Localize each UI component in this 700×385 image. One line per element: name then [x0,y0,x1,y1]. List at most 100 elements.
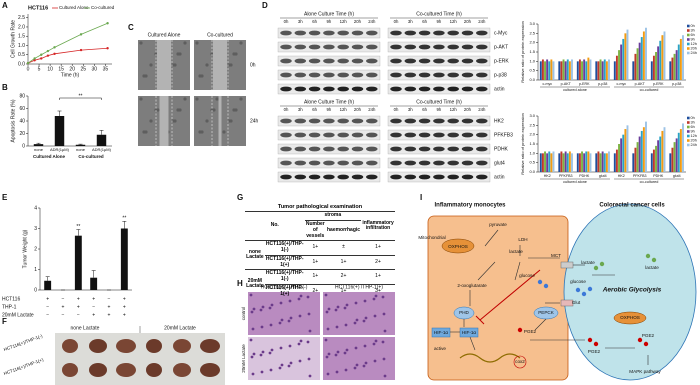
bar [585,61,588,80]
molecule [587,286,593,292]
bar [615,55,618,80]
nucleus [355,318,359,322]
diagram-label: pyruvate [489,222,507,227]
bar [659,40,662,80]
diagram-label: PGE2 [642,333,655,338]
nucleus [327,307,331,311]
nucleus [269,323,273,327]
nucleus [307,357,311,361]
nucleus [279,346,283,350]
bar [620,138,623,172]
error-bar [91,270,96,278]
time-label: 3h [408,107,413,112]
blot-header: Co-cultured Time (h) [416,11,462,17]
point [40,53,43,56]
blot-band [323,160,335,166]
bar [552,61,555,80]
point [79,48,83,52]
blot-band [366,44,378,50]
nucleus [353,366,357,370]
time-label: 20h [464,107,472,112]
legend-label: 0h [691,116,695,120]
diagram-label: PEPCK [538,310,555,315]
legend-label: 20h [691,47,697,51]
condition-sign: + [77,304,80,310]
bar [642,127,645,172]
cell-texture [205,119,209,123]
table-cell: 1+ [304,254,326,270]
blot-band [390,72,402,78]
nucleus [269,368,273,372]
arrow [514,261,521,281]
bar [599,59,602,80]
bar [663,127,666,172]
y-tick-label: 3.0 [529,21,535,26]
y-tick-label: 0.0 [529,169,535,174]
column-label: Co-cultured [207,32,233,38]
bar [571,153,573,172]
bar [90,277,98,290]
nucleus [326,372,330,376]
nucleus [324,338,328,342]
blot-band [418,132,431,138]
blot-band [447,58,460,64]
nucleus [259,353,263,357]
blot-band [308,118,321,124]
blot-band [404,30,417,36]
blot-band [294,118,307,124]
table-cell: HCT116(+)/THP-1(-) [264,269,305,285]
y-tick-label: 1.5 [529,49,535,54]
error-bar [122,221,127,229]
bar [673,53,676,80]
x-tick-label: p-ERK [653,82,664,86]
bar [578,153,581,172]
table-cell: ± [325,240,362,256]
time-label: 20h [464,19,472,24]
nucleus [261,350,265,354]
nucleus [261,305,265,309]
x-tick-label: p-ERK [579,82,590,86]
nucleus [373,359,377,363]
time-label: 6h [422,107,427,112]
tumor-photo [55,333,225,385]
cell-texture [149,119,153,123]
x-tick-label: ADR(1μM) [92,147,112,152]
legend-label: 9h [691,130,695,134]
x-tick-label: 30 [92,66,98,72]
group-label: Co-cultured [78,154,104,159]
bar [583,59,586,80]
y-tick-label: 0.0 [18,61,25,67]
column-label: 20mM Lactate [164,325,196,331]
table-cell: haemorrhagic [325,220,362,241]
mct-transporter [560,261,574,269]
blot-band [308,30,321,36]
bar [597,151,600,172]
blot-band [280,118,292,124]
nucleus [249,338,253,342]
x-tick-label: glut4 [673,174,681,178]
blot-band [308,160,321,166]
table-cell: HCT116(+)/THP-1(+) [264,254,305,270]
molecule [517,327,523,333]
tumor [62,363,78,377]
x-tick-label: PDHK [653,174,664,178]
cell-texture [142,74,146,78]
nucleus [308,329,312,333]
bar [566,153,569,172]
bar [75,144,86,146]
blot-band [476,58,488,64]
condition-label: HCT116 [2,296,20,302]
y-tick-label: 2.0 [18,24,25,30]
group-label: Cultured Alone [33,154,66,159]
nucleus [383,374,387,378]
diagram-label: PGE2 [524,329,537,334]
arrow [477,261,496,281]
time-label: 20h [354,107,362,112]
bar [624,33,627,80]
nucleus [268,351,272,355]
point [53,46,56,49]
molecule [643,341,649,347]
x-tick-label: p-AKT [561,82,572,86]
bar [618,144,620,172]
